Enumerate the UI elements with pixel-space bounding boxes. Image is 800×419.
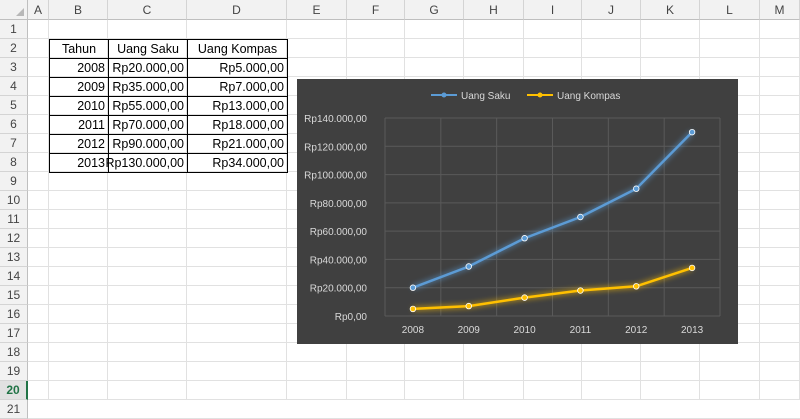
column-header-m[interactable]: M <box>760 0 800 20</box>
select-all-corner[interactable] <box>0 0 28 20</box>
row-header-17[interactable]: 17 <box>0 324 28 343</box>
table-cell[interactable]: Rp13.000,00 <box>187 96 288 116</box>
row-header-5[interactable]: 5 <box>0 96 28 115</box>
row-header-4[interactable]: 4 <box>0 77 28 96</box>
table-cell[interactable]: Rp55.000,00 <box>108 96 188 116</box>
column-header-g[interactable]: G <box>405 0 464 20</box>
y-tick-label: Rp100.000,00 <box>304 171 367 182</box>
row-header-10[interactable]: 10 <box>0 191 28 210</box>
row-header-9[interactable]: 9 <box>0 172 28 191</box>
column-header-e[interactable]: E <box>287 0 347 20</box>
row-gridline <box>28 361 800 362</box>
legend-swatch-marker <box>538 93 543 98</box>
table-cell[interactable]: Rp90.000,00 <box>108 134 188 154</box>
column-gridline <box>759 20 760 400</box>
row-header-7[interactable]: 7 <box>0 134 28 153</box>
table-cell[interactable]: 2012 <box>49 134 109 154</box>
line-chart[interactable]: Rp0,00 Rp20.000,00 Rp40.000,00 Rp60.000,00 R… <box>297 79 738 344</box>
y-tick-label: Rp60.000,00 <box>310 227 368 238</box>
table-cell[interactable]: Rp70.000,00 <box>108 115 188 135</box>
table-cell[interactable]: 2008 <box>49 58 109 78</box>
data-point <box>522 295 528 301</box>
row-header-6[interactable]: 6 <box>0 115 28 134</box>
row-header-3[interactable]: 3 <box>0 58 28 77</box>
x-tick-label: 2013 <box>681 325 704 336</box>
legend-label: Uang Saku <box>461 91 510 102</box>
column-header-a[interactable]: A <box>28 0 49 20</box>
data-point <box>410 285 416 291</box>
table-cell[interactable]: Rp5.000,00 <box>187 58 288 78</box>
table-cell[interactable]: Rp130.000,00 <box>108 153 188 173</box>
legend-label: Uang Kompas <box>557 91 620 102</box>
y-tick-label: Rp140.000,00 <box>304 114 367 125</box>
data-point <box>689 129 695 135</box>
y-tick-label: Rp120.000,00 <box>304 142 367 153</box>
data-point <box>466 303 472 309</box>
row-header-12[interactable]: 12 <box>0 229 28 248</box>
data-point <box>578 288 584 294</box>
x-tick-label: 2010 <box>513 325 536 336</box>
row-header-21[interactable]: 21 <box>0 400 28 419</box>
row-header-15[interactable]: 15 <box>0 286 28 305</box>
data-point <box>410 306 416 312</box>
x-tick-label: 2009 <box>458 325 481 336</box>
x-tick-label: 2012 <box>625 325 648 336</box>
table-header-cell[interactable]: Uang Saku <box>108 39 188 59</box>
x-tick-label: 2011 <box>570 325 592 336</box>
row-header-13[interactable]: 13 <box>0 248 28 267</box>
y-tick-label: Rp40.000,00 <box>310 255 368 266</box>
legend-swatch-marker <box>442 93 447 98</box>
data-point <box>466 264 472 270</box>
table-cell[interactable]: 2010 <box>49 96 109 116</box>
table-cell[interactable]: 2013 <box>49 153 109 173</box>
column-header-j[interactable]: J <box>582 0 641 20</box>
table-header-cell[interactable]: Tahun <box>49 39 109 59</box>
row-header-2[interactable]: 2 <box>0 39 28 58</box>
data-point <box>633 284 639 290</box>
data-point <box>689 265 695 271</box>
column-header-c[interactable]: C <box>108 0 187 20</box>
y-tick-label: Rp20.000,00 <box>310 284 368 295</box>
row-header-11[interactable]: 11 <box>0 210 28 229</box>
column-header-l[interactable]: L <box>700 0 760 20</box>
row-header-18[interactable]: 18 <box>0 343 28 362</box>
column-header-d[interactable]: D <box>187 0 287 20</box>
x-tick-label: 2008 <box>402 325 425 336</box>
row-gridline <box>28 380 800 381</box>
table-cell[interactable]: 2009 <box>49 77 109 97</box>
row-header-14[interactable]: 14 <box>0 267 28 286</box>
table-cell[interactable]: Rp18.000,00 <box>187 115 288 135</box>
table-cell[interactable]: Rp34.000,00 <box>187 153 288 173</box>
row-header-8[interactable]: 8 <box>0 153 28 172</box>
data-point <box>578 214 584 220</box>
chart-canvas: Rp0,00 Rp20.000,00 Rp40.000,00 Rp60.000,00 R… <box>297 79 738 344</box>
row-header-19[interactable]: 19 <box>0 362 28 381</box>
y-tick-label: Rp80.000,00 <box>310 199 368 210</box>
table-cell[interactable]: Rp21.000,00 <box>187 134 288 154</box>
table-header-cell[interactable]: Uang Kompas <box>187 39 288 59</box>
column-header-h[interactable]: H <box>464 0 524 20</box>
data-point <box>522 235 528 241</box>
column-header-f[interactable]: F <box>347 0 405 20</box>
y-tick-label: Rp0,00 <box>335 312 368 323</box>
column-header-k[interactable]: K <box>641 0 700 20</box>
row-header-1[interactable]: 1 <box>0 20 28 39</box>
row-header-16[interactable]: 16 <box>0 305 28 324</box>
column-header-i[interactable]: I <box>524 0 582 20</box>
table-cell[interactable]: Rp20.000,00 <box>108 58 188 78</box>
table-cell[interactable]: Rp7.000,00 <box>187 77 288 97</box>
column-header-b[interactable]: B <box>49 0 108 20</box>
data-point <box>633 186 639 192</box>
table-cell[interactable]: Rp35.000,00 <box>108 77 188 97</box>
table-cell[interactable]: 2011 <box>49 115 109 135</box>
row-header-20[interactable]: 20 <box>0 381 28 400</box>
